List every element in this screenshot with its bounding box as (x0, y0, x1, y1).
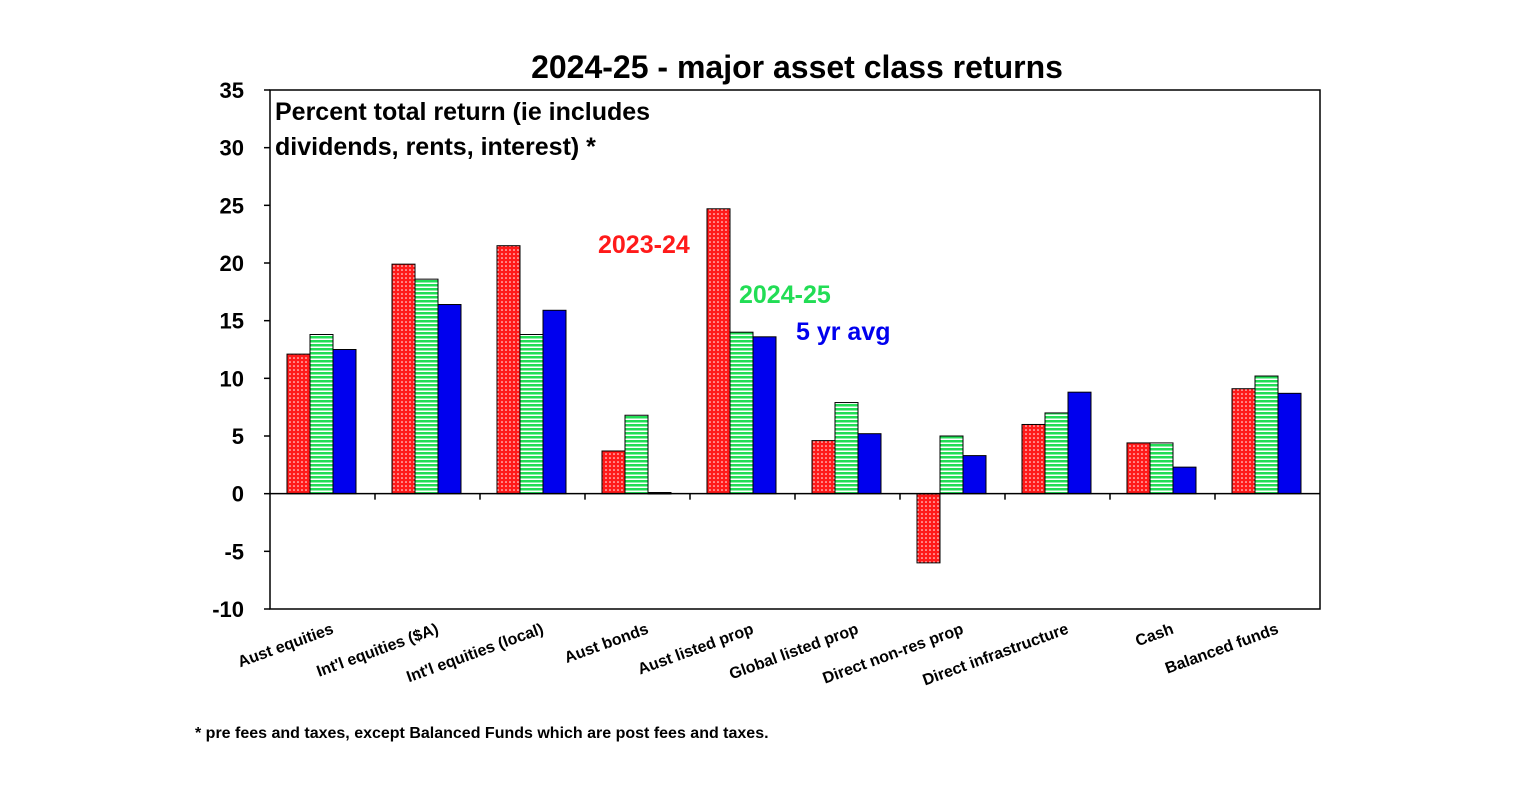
y-tick-label: -5 (224, 539, 244, 564)
bar-2024-25 (834, 402, 859, 495)
x-category-label: Cash (1133, 621, 1176, 650)
bar-2024-25 (1254, 375, 1279, 495)
bar-2024-25 (1149, 442, 1174, 495)
bar-2024-25 (414, 278, 439, 495)
bar-2024-25 (939, 435, 964, 495)
y-tick-label: 25 (220, 193, 244, 218)
annotation-line-1: Percent total return (ie includes (275, 98, 650, 126)
bar-2023-24 (496, 245, 521, 495)
x-axis-ticks (374, 493, 1216, 500)
plot-area (269, 89, 1321, 610)
bar-5-yr-avg (332, 349, 357, 495)
bar-2024-25 (519, 334, 544, 495)
bar-2024-25 (309, 334, 334, 495)
bar-2023-24 (1021, 423, 1046, 495)
bar-5-yr-avg (437, 304, 462, 495)
bar-5-yr-avg (1277, 392, 1302, 495)
y-tick-label: -10 (212, 597, 244, 622)
bar-2024-25 (729, 331, 754, 495)
y-axis: 35 30 25 20 15 10 5 0 -5 -10 (212, 78, 270, 622)
bar-2023-24 (286, 353, 311, 495)
bar-series (286, 208, 1302, 564)
y-tick-label: 5 (232, 424, 244, 449)
bar-5-yr-avg (1172, 466, 1197, 495)
bar-2023-24 (1231, 388, 1256, 495)
bar-2024-25 (624, 414, 649, 495)
y-tick-label: 10 (220, 366, 244, 391)
y-tick-label: 30 (220, 136, 244, 161)
legend-5yr-avg: 5 yr avg (796, 318, 891, 346)
footnote: * pre fees and taxes, except Balanced Fu… (195, 725, 769, 742)
bar-2023-24 (811, 440, 836, 495)
bar-2023-24 (916, 493, 941, 564)
x-category-label: Aust bonds (562, 621, 651, 667)
bar-5-yr-avg (962, 455, 987, 495)
bar-2023-24 (1126, 442, 1151, 495)
annotation-line-2: dividends, rents, interest) * (275, 133, 596, 161)
bar-5-yr-avg (542, 309, 567, 495)
y-tick-label: 15 (220, 309, 244, 334)
bar-2023-24 (706, 208, 731, 495)
bar-2023-24 (601, 450, 626, 495)
legend-2024-25: 2024-25 (739, 281, 831, 309)
bar-5-yr-avg (752, 336, 777, 495)
x-category-label: Balanced funds (1163, 621, 1281, 678)
chart-title: 2024-25 - major asset class returns (531, 49, 1063, 85)
bar-5-yr-avg (857, 433, 882, 495)
legend-2023-24: 2023-24 (598, 231, 690, 259)
bar-2023-24 (391, 263, 416, 495)
bar-5-yr-avg (1067, 391, 1092, 495)
bar-2024-25 (1044, 412, 1069, 495)
y-tick-label: 0 (232, 482, 244, 507)
y-tick-label: 35 (220, 78, 244, 103)
y-tick-label: 20 (220, 251, 244, 276)
